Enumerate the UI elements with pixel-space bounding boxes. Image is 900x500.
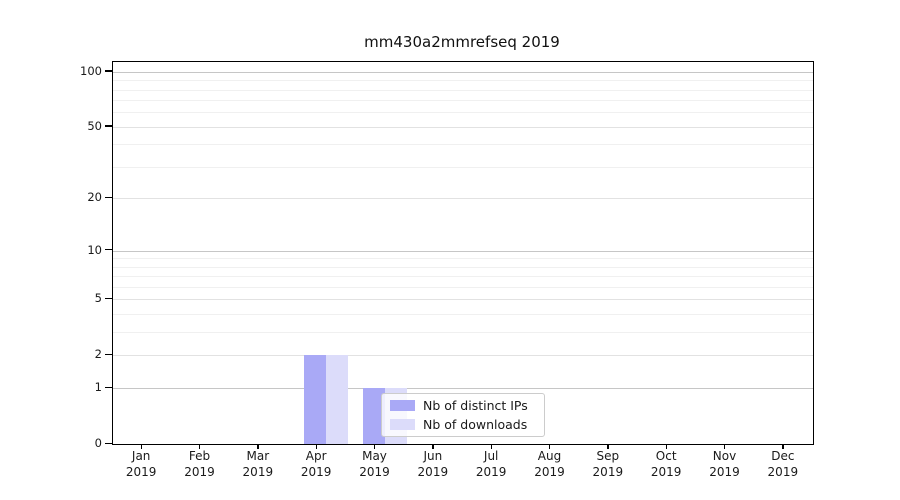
x-tick-label-sep: Sep 2019 [579, 449, 637, 480]
y-gridline-minor [113, 266, 813, 268]
y-gridline [113, 299, 813, 301]
legend-label-downloads: Nb of downloads [423, 417, 528, 432]
x-tick-year: 2019 [534, 464, 565, 479]
x-tick-mark [140, 444, 142, 449]
y-gridline-minor [113, 89, 813, 91]
x-tick-month: Sep [596, 449, 620, 463]
y-gridline-minor [113, 258, 813, 260]
y-tick-label: 5 [94, 291, 102, 306]
legend-row-distinct-ips: Nb of distinct IPs [382, 398, 544, 413]
legend-swatch-distinct-ips [390, 400, 415, 411]
y-tick-mark [105, 70, 112, 72]
x-tick-mark [665, 444, 667, 449]
y-tick-label: 50 [87, 118, 102, 133]
x-tick-year: 2019 [417, 464, 449, 479]
y-tick-mark [105, 353, 112, 356]
x-tick-label-jan: Jan 2019 [112, 449, 170, 480]
chart-title: mm430a2mmrefseq 2019 [364, 33, 560, 51]
y-tick-mark [105, 249, 112, 251]
x-tick-mark [548, 444, 551, 449]
x-tick-month: Oct [655, 449, 677, 463]
x-tick-month: Jan [131, 449, 151, 463]
x-tick-year: 2019 [475, 464, 507, 479]
x-tick-month: May [362, 449, 387, 463]
y-gridline [113, 355, 813, 357]
x-tick-month: Dec [771, 449, 795, 463]
y-gridline-minor [113, 80, 813, 82]
x-tick-mark [723, 444, 726, 449]
x-tick-month: Jun [423, 449, 443, 463]
y-tick-mark [105, 196, 112, 199]
y-gridline [113, 126, 813, 128]
x-tick-mark [782, 444, 784, 449]
x-tick-year: 2019 [709, 464, 740, 479]
x-tick-label-feb: Feb 2019 [171, 449, 229, 480]
x-tick-year: 2019 [359, 464, 390, 479]
y-gridline-minor [113, 276, 813, 278]
x-tick-mark [315, 444, 317, 449]
x-tick-year: 2019 [125, 464, 157, 479]
x-tick-label-oct: Oct 2019 [637, 449, 695, 480]
x-tick-year: 2019 [300, 464, 332, 479]
x-tick-label-may: May 2019 [346, 449, 404, 480]
legend-label-distinct-ips: Nb of distinct IPs [423, 398, 528, 413]
y-tick-label: 100 [80, 63, 102, 78]
y-tick-label: 10 [87, 242, 102, 257]
x-tick-label-nov: Nov 2019 [696, 449, 754, 480]
y-tick-mark [105, 125, 112, 127]
legend: Nb of distinct IPs Nb of downloads [381, 393, 545, 437]
y-gridline-minor [113, 144, 813, 146]
x-tick-month: Apr [305, 449, 327, 463]
x-tick-mark [432, 444, 434, 449]
y-tick-label: 1 [94, 380, 102, 395]
y-gridline [113, 198, 813, 200]
y-gridline-minor [113, 167, 813, 169]
x-tick-label-jun: Jun 2019 [404, 449, 462, 480]
y-gridline-minor [113, 112, 813, 114]
x-tick-mark [373, 444, 376, 449]
x-tick-mark [607, 444, 609, 449]
y-tick-label: 0 [94, 436, 102, 450]
x-tick-month: Jul [483, 449, 499, 463]
x-tick-label-dec: Dec 2019 [754, 449, 812, 480]
y-tick-label: 20 [87, 190, 102, 205]
y-tick-mark [105, 297, 112, 300]
x-tick-mark [257, 444, 259, 449]
y-gridline-minor [113, 100, 813, 102]
x-tick-month: Nov [712, 449, 737, 463]
y-tick-mark [105, 442, 112, 444]
y-gridline [113, 388, 813, 390]
x-tick-label-aug: Aug 2019 [521, 449, 579, 480]
x-tick-year: 2019 [650, 464, 682, 479]
x-tick-year: 2019 [767, 464, 799, 479]
y-gridline [113, 71, 813, 73]
x-tick-month: Aug [537, 449, 562, 463]
x-tick-year: 2019 [592, 464, 624, 479]
y-tick-mark [105, 386, 112, 388]
y-tick-label: 2 [94, 347, 102, 362]
legend-swatch-downloads [390, 419, 415, 430]
x-tick-mark [490, 444, 492, 449]
x-tick-month: Feb [188, 449, 211, 463]
y-gridline-minor [113, 287, 813, 289]
bar-distinct-ips-apr [304, 355, 327, 444]
y-gridline [113, 250, 813, 252]
x-tick-label-apr: Apr 2019 [287, 449, 345, 480]
x-tick-label-mar: Mar 2019 [229, 449, 287, 480]
x-tick-year: 2019 [184, 464, 215, 479]
bar-distinct-ips-may [362, 388, 385, 444]
legend-row-downloads: Nb of downloads [382, 417, 544, 432]
x-tick-year: 2019 [242, 464, 274, 479]
x-tick-label-jul: Jul 2019 [462, 449, 520, 480]
y-gridline-minor [113, 332, 813, 334]
plot-area: Nb of distinct IPs Nb of downloads [112, 61, 814, 445]
x-tick-mark [198, 444, 201, 449]
x-tick-month: Mar [246, 449, 270, 463]
y-gridline-minor [113, 314, 813, 316]
bar-downloads-apr [326, 355, 349, 444]
